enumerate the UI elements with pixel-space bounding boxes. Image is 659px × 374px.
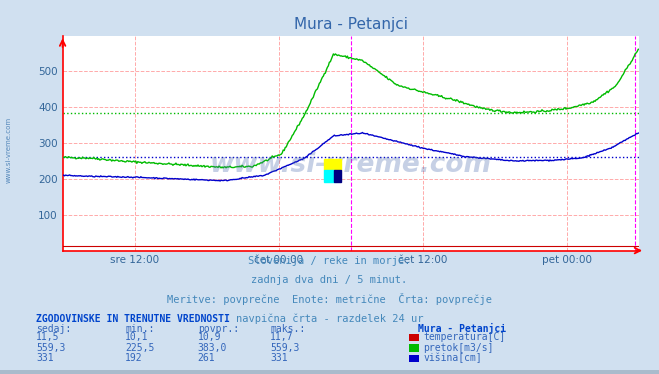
Text: 10,1: 10,1: [125, 332, 149, 342]
Bar: [324, 170, 334, 182]
Bar: [334, 170, 341, 182]
Text: www.si-vreme.com: www.si-vreme.com: [210, 151, 492, 178]
Text: ZGODOVINSKE IN TRENUTNE VREDNOSTI: ZGODOVINSKE IN TRENUTNE VREDNOSTI: [36, 315, 230, 324]
Title: Mura - Petanjci: Mura - Petanjci: [294, 16, 408, 31]
Text: navpična črta - razdelek 24 ur: navpična črta - razdelek 24 ur: [236, 313, 423, 324]
Text: zadnja dva dni / 5 minut.: zadnja dva dni / 5 minut.: [251, 275, 408, 285]
Text: višina[cm]: višina[cm]: [423, 353, 482, 363]
Text: 192: 192: [125, 353, 143, 363]
Text: Slovenija / reke in morje.: Slovenija / reke in morje.: [248, 256, 411, 266]
Text: povpr.:: povpr.:: [198, 324, 239, 334]
Text: 559,3: 559,3: [270, 343, 300, 353]
Bar: [324, 159, 341, 170]
Text: 331: 331: [36, 353, 54, 363]
Text: Mura - Petanjci: Mura - Petanjci: [418, 323, 507, 334]
Text: min.:: min.:: [125, 324, 155, 334]
Text: sedaj:: sedaj:: [36, 324, 71, 334]
Text: temperatura[C]: temperatura[C]: [423, 332, 505, 342]
Text: pretok[m3/s]: pretok[m3/s]: [423, 343, 494, 353]
Text: 331: 331: [270, 353, 288, 363]
Text: 11,7: 11,7: [270, 332, 294, 342]
Text: 261: 261: [198, 353, 215, 363]
Text: 225,5: 225,5: [125, 343, 155, 353]
Text: 383,0: 383,0: [198, 343, 227, 353]
Text: 10,9: 10,9: [198, 332, 221, 342]
Text: Meritve: povprečne  Enote: metrične  Črta: povprečje: Meritve: povprečne Enote: metrične Črta:…: [167, 292, 492, 304]
Text: www.si-vreme.com: www.si-vreme.com: [5, 117, 12, 183]
Text: 11,5: 11,5: [36, 332, 60, 342]
Text: maks.:: maks.:: [270, 324, 305, 334]
Text: 559,3: 559,3: [36, 343, 66, 353]
